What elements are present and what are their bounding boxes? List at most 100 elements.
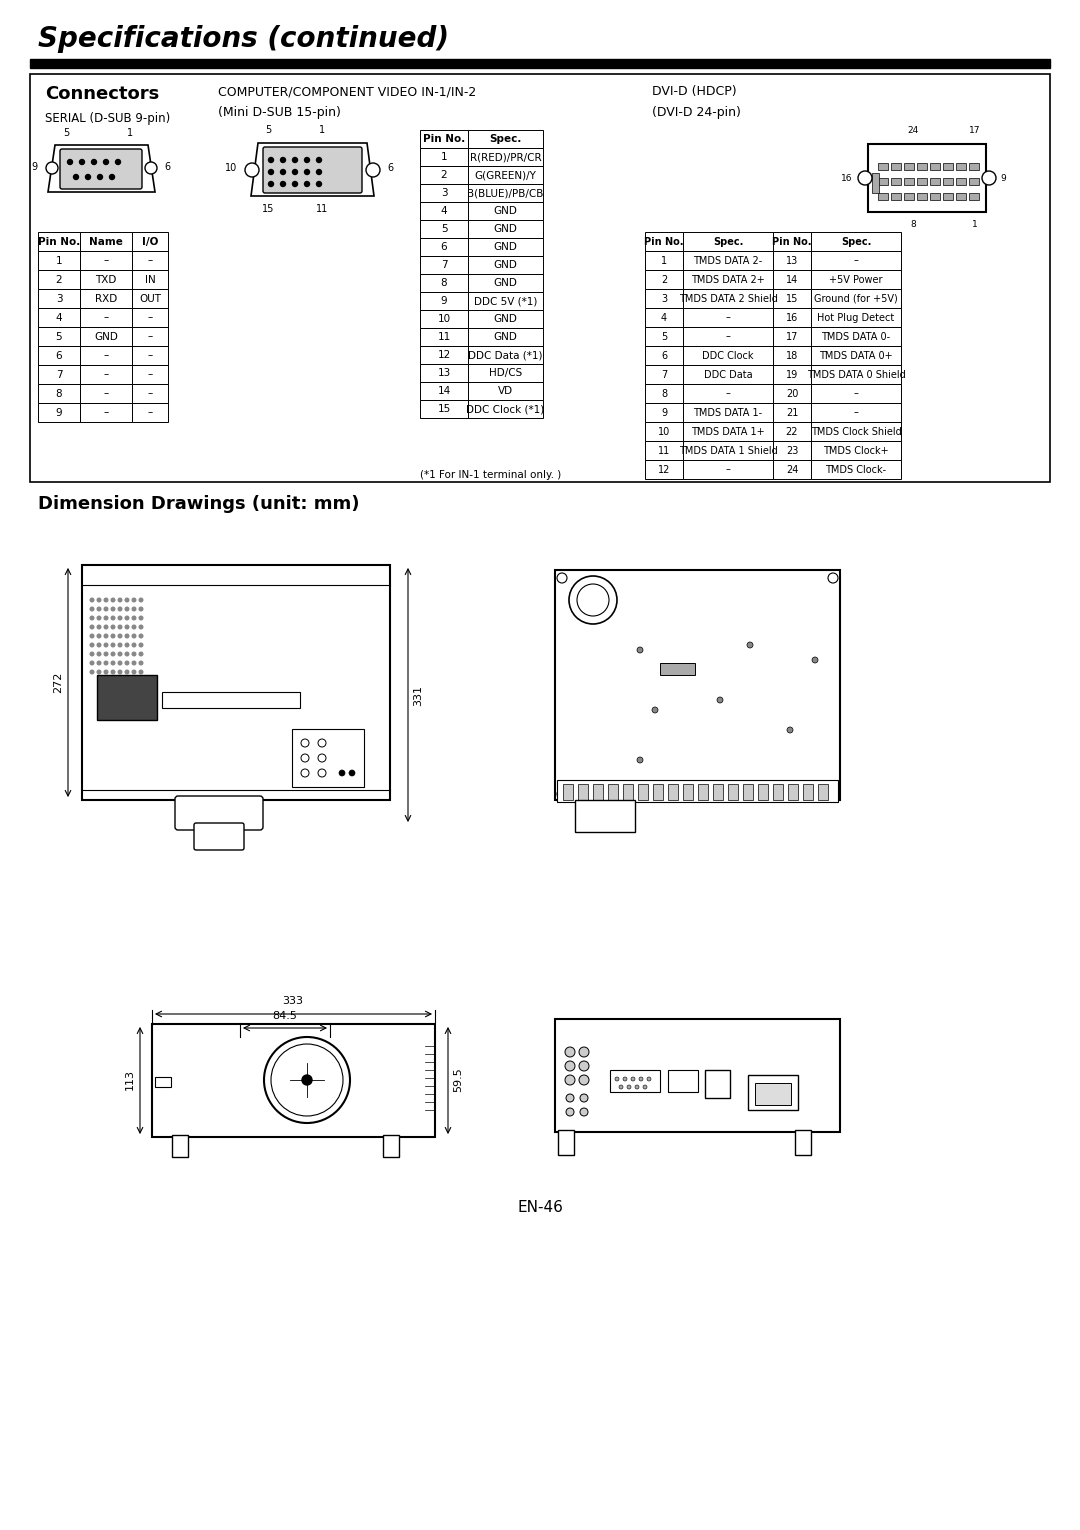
Bar xyxy=(891,193,901,200)
Circle shape xyxy=(111,643,114,647)
Bar xyxy=(917,177,927,185)
Bar xyxy=(575,800,635,832)
Text: VD: VD xyxy=(498,386,513,396)
Circle shape xyxy=(627,1085,631,1089)
Bar xyxy=(683,289,773,308)
Circle shape xyxy=(637,757,643,763)
Bar xyxy=(872,173,879,193)
Text: –: – xyxy=(726,465,730,474)
Text: Ground (for +5V): Ground (for +5V) xyxy=(814,294,897,303)
Circle shape xyxy=(97,174,103,179)
Text: 1: 1 xyxy=(56,256,63,266)
Text: –: – xyxy=(726,389,730,398)
Bar xyxy=(82,565,390,800)
Circle shape xyxy=(301,770,309,777)
Bar xyxy=(943,177,953,185)
Text: –: – xyxy=(147,370,152,379)
Circle shape xyxy=(139,670,143,673)
Bar xyxy=(610,1069,660,1092)
Text: 10: 10 xyxy=(225,164,237,173)
Text: –: – xyxy=(147,256,152,266)
Bar xyxy=(773,327,811,346)
Text: Hot Plug Detect: Hot Plug Detect xyxy=(818,312,894,323)
Circle shape xyxy=(566,1108,573,1115)
Bar xyxy=(755,1083,791,1105)
Bar xyxy=(878,177,888,185)
Circle shape xyxy=(118,607,122,610)
Circle shape xyxy=(97,607,100,610)
Bar xyxy=(969,193,978,200)
Bar xyxy=(728,783,738,800)
Bar xyxy=(811,441,901,461)
Bar xyxy=(468,256,543,274)
Circle shape xyxy=(118,652,122,656)
Bar xyxy=(917,193,927,200)
Circle shape xyxy=(301,754,309,762)
Circle shape xyxy=(139,626,143,629)
Bar xyxy=(80,327,132,346)
Circle shape xyxy=(132,617,136,620)
Text: TMDS DATA 1-: TMDS DATA 1- xyxy=(693,407,762,418)
Bar xyxy=(683,346,773,366)
Text: 20: 20 xyxy=(786,389,798,398)
Circle shape xyxy=(145,162,157,174)
Bar xyxy=(811,402,901,422)
Circle shape xyxy=(132,598,136,601)
Text: –: – xyxy=(104,312,109,323)
Circle shape xyxy=(579,1047,589,1057)
Text: DDC 5V (*1): DDC 5V (*1) xyxy=(474,295,537,306)
Circle shape xyxy=(635,1085,639,1089)
Bar xyxy=(420,311,468,327)
Bar xyxy=(593,783,603,800)
Bar xyxy=(420,274,468,292)
Text: (DVI-D 24-pin): (DVI-D 24-pin) xyxy=(652,106,741,119)
Bar xyxy=(713,783,723,800)
Circle shape xyxy=(111,635,114,638)
Bar xyxy=(468,399,543,418)
Circle shape xyxy=(91,652,94,656)
Bar xyxy=(653,783,663,800)
Circle shape xyxy=(858,171,872,185)
Bar xyxy=(705,1069,730,1099)
Bar xyxy=(811,422,901,441)
Circle shape xyxy=(118,670,122,673)
Circle shape xyxy=(318,754,326,762)
Circle shape xyxy=(132,635,136,638)
Text: –: – xyxy=(147,312,152,323)
Circle shape xyxy=(111,670,114,673)
Bar xyxy=(38,346,80,366)
Text: 11: 11 xyxy=(437,332,450,343)
Text: Pin No.: Pin No. xyxy=(423,135,465,144)
Text: 14: 14 xyxy=(437,386,450,396)
Circle shape xyxy=(293,158,297,162)
Bar xyxy=(468,130,543,148)
Circle shape xyxy=(264,1037,350,1123)
Circle shape xyxy=(125,598,129,601)
Text: EN-46: EN-46 xyxy=(517,1200,563,1215)
Bar xyxy=(969,177,978,185)
Bar xyxy=(645,251,683,269)
Circle shape xyxy=(557,789,567,799)
Text: Pin No.: Pin No. xyxy=(645,237,684,246)
Text: 8: 8 xyxy=(56,389,63,398)
Text: 84.5: 84.5 xyxy=(272,1011,297,1021)
Circle shape xyxy=(269,182,273,187)
Text: 15: 15 xyxy=(786,294,798,303)
Circle shape xyxy=(111,626,114,629)
Text: 333: 333 xyxy=(283,996,303,1007)
Bar xyxy=(468,346,543,364)
Bar xyxy=(930,164,940,170)
Bar xyxy=(811,327,901,346)
Text: 6: 6 xyxy=(387,164,393,173)
Bar xyxy=(969,164,978,170)
Bar xyxy=(773,366,811,384)
Bar xyxy=(660,662,696,675)
Bar xyxy=(623,783,633,800)
Bar xyxy=(811,346,901,366)
Circle shape xyxy=(132,661,136,666)
Text: (*1 For IN-1 terminal only. ): (*1 For IN-1 terminal only. ) xyxy=(420,470,562,480)
Bar xyxy=(891,177,901,185)
Bar xyxy=(468,327,543,346)
Bar xyxy=(773,422,811,441)
Circle shape xyxy=(97,626,100,629)
